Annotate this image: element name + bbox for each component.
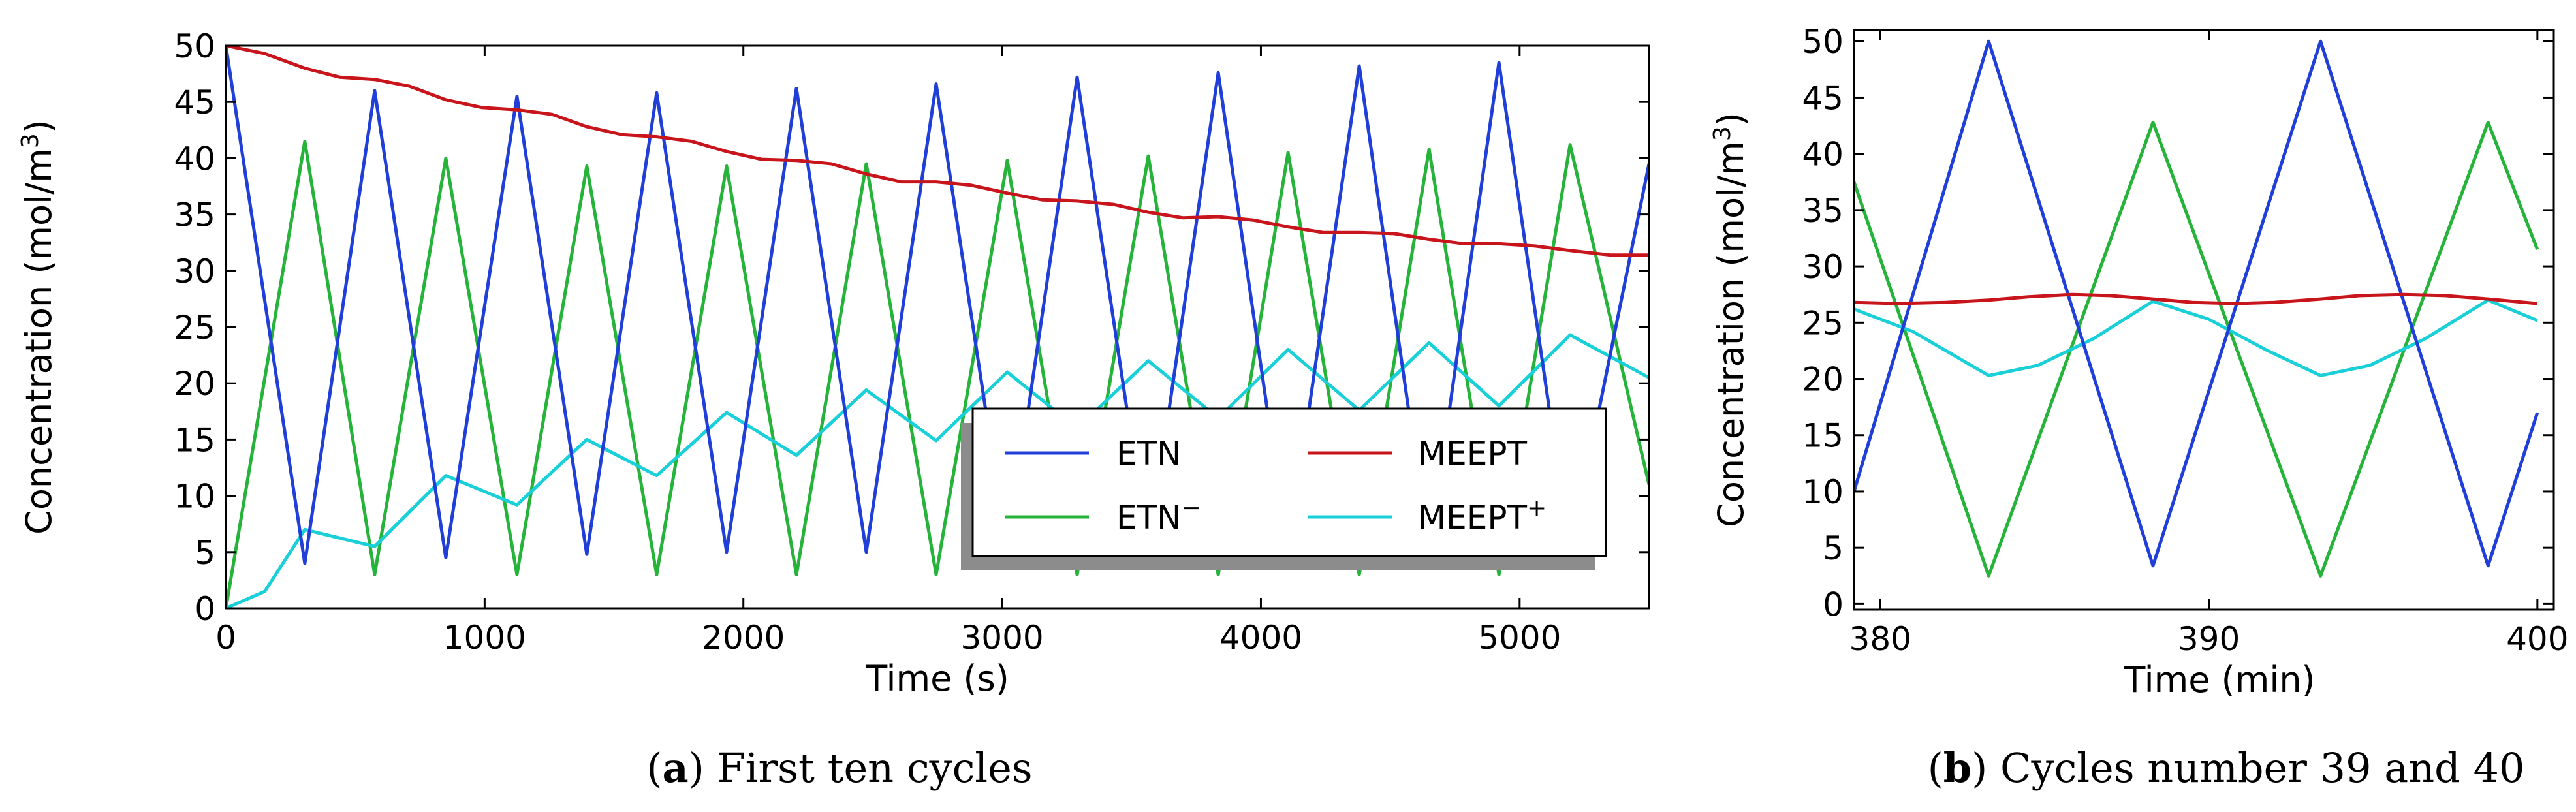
panel-b-y-tick-label: 0 xyxy=(1823,586,1844,623)
panel-b-caption: (b) Cycles number 39 and 40 xyxy=(1928,744,2525,792)
panel-a-y-tick-label: 25 xyxy=(174,309,215,347)
legend-label-etn: ETN xyxy=(1116,435,1182,473)
panel-a-y-tick-label: 35 xyxy=(174,196,215,234)
panel-a-y-tick-label: 30 xyxy=(174,253,215,290)
panel-b-series-etn-minus xyxy=(1854,120,2539,578)
panel-b-plot-frame xyxy=(1853,29,2555,611)
panel-b-y-tick-label: 5 xyxy=(1823,529,1844,567)
panel-b-y-tick-label: 20 xyxy=(1802,361,1844,399)
panel-a-y-tick-label: 15 xyxy=(174,421,215,459)
panel-b-series-meept xyxy=(1854,292,2538,305)
panel-a-y-tick-label: 10 xyxy=(174,478,215,516)
panel-a-y-tick-label: 20 xyxy=(174,365,215,403)
panel-a-y-tick-label: 0 xyxy=(195,590,215,628)
panel-a-series-etn xyxy=(226,46,1649,565)
panel-a-y-axis-label: Concentration (mol/m3) xyxy=(17,119,59,535)
panel-a-x-tick-label: 1000 xyxy=(443,619,526,657)
legend-label-meept-plus: MEEPT+ xyxy=(1418,495,1547,537)
panel-b-x-axis-label: Time (min) xyxy=(2123,659,2315,700)
panel-a-y-tick-label: 45 xyxy=(174,84,215,121)
panel-a-x-tick-label: 5000 xyxy=(1478,619,1561,657)
legend-label-meept: MEEPT xyxy=(1418,435,1527,473)
panel-a-series-meept-plus xyxy=(226,333,1649,608)
panel-a-x-tick-label: 3000 xyxy=(960,619,1043,657)
panel-a-series-meept xyxy=(226,46,1649,257)
panel-b-y-tick-label: 30 xyxy=(1802,248,1844,286)
panel-b-chart: 380 390 400 0 5 10 15 20 25 30 35 40 45 50 Time (min)… xyxy=(1709,23,2569,792)
panel-b-y-axis-label: Concentration (mol/m3) xyxy=(1709,112,1751,527)
legend-label-etn-minus: ETN− xyxy=(1116,495,1201,537)
panel-b-y-tick-label: 25 xyxy=(1802,304,1844,342)
panel-a-y-tick-label: 50 xyxy=(174,27,215,65)
panel-a-y-tick-label: 5 xyxy=(195,534,215,572)
panel-a-x-tick-label: 2000 xyxy=(702,619,785,657)
panel-a-series-etn-minus xyxy=(226,140,1649,608)
panel-a-caption: (a) First ten cycles xyxy=(646,744,1032,792)
legend: ETN MEEPT ETN− MEEPT+ xyxy=(961,407,1607,570)
panel-b-y-tick-label: 45 xyxy=(1802,79,1844,117)
panel-b-y-tick-label: 40 xyxy=(1802,136,1844,174)
panel-a-x-tick-label: 4000 xyxy=(1219,619,1302,657)
panel-b-y-tick-label: 35 xyxy=(1802,192,1844,230)
panel-a-x-axis-label: Time (s) xyxy=(865,658,1009,699)
panel-b-y-tick-label: 15 xyxy=(1802,417,1844,455)
panel-a-x-tick-label: 0 xyxy=(215,619,236,657)
panel-a-chart: 0 1000 2000 3000 4000 5000 0 5 10 15 20 25 30 35 40 45 5… xyxy=(17,27,1650,792)
legend-box xyxy=(971,407,1607,557)
panel-b-y-tick-label: 10 xyxy=(1802,473,1844,511)
panel-b-x-tick-label: 390 xyxy=(2178,620,2240,658)
panel-a-y-tick-label: 40 xyxy=(174,140,215,178)
panel-b-series-meept-plus xyxy=(1854,298,2538,377)
panel-b-x-tick-label: 380 xyxy=(1849,620,1911,658)
panel-b-y-tick-label: 50 xyxy=(1802,23,1844,61)
panel-b-x-tick-label: 400 xyxy=(2506,620,2568,658)
